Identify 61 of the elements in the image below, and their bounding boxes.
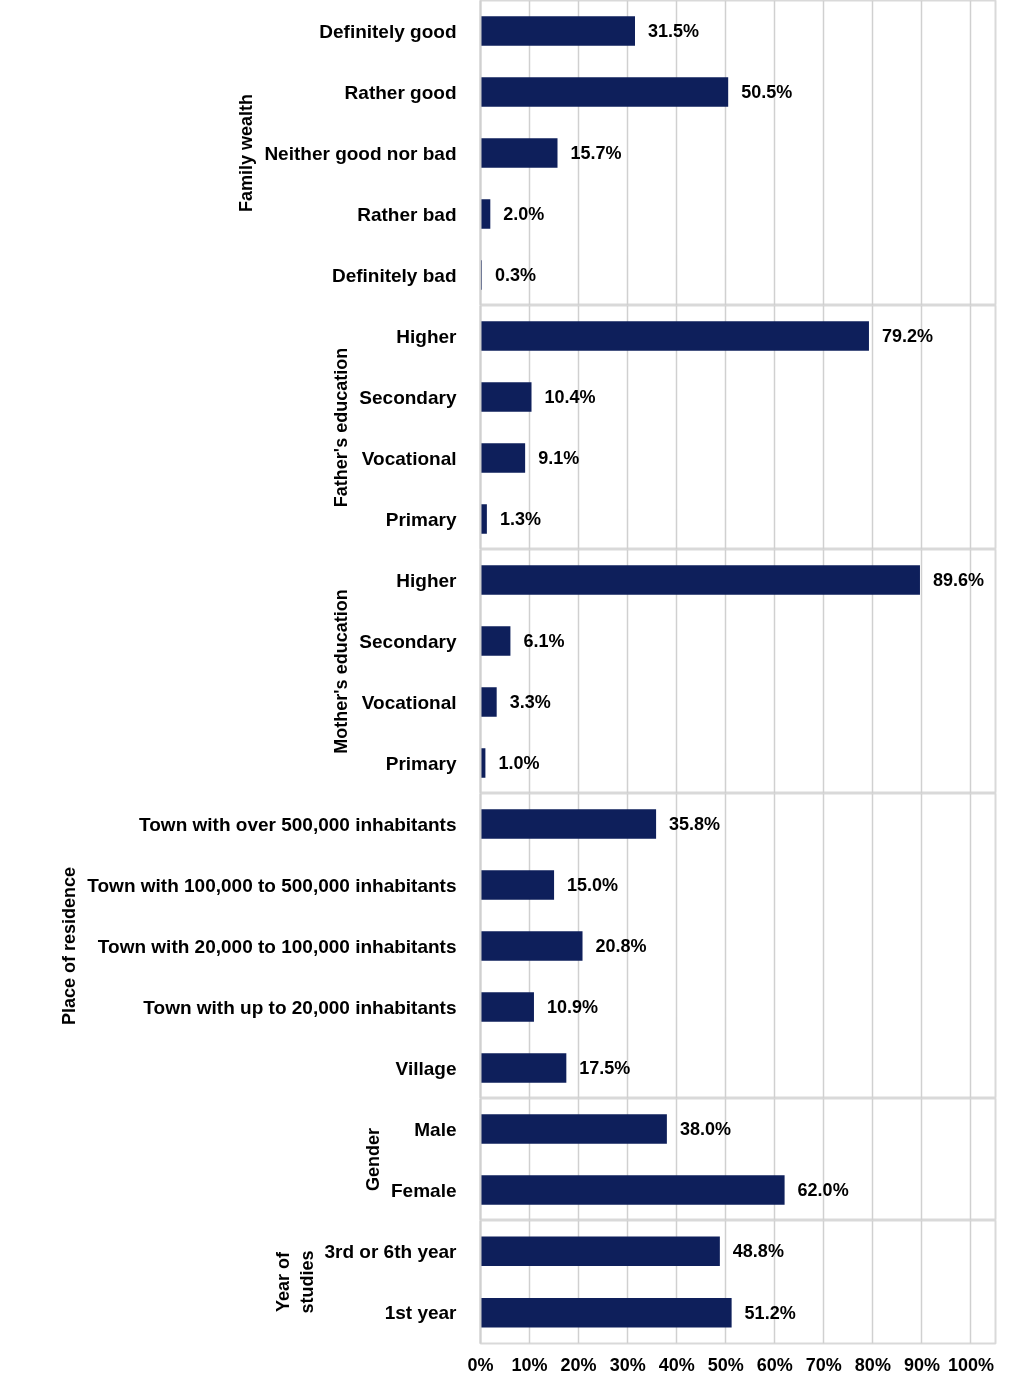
data-label: 15.7% [570,143,622,163]
data-label: 10.9% [546,997,599,1017]
y-tick-label: Definitely good [319,20,457,42]
y-tick-label: Secondary [359,630,457,652]
y-tick-label: Town with over 500,000 inhabitants [139,813,457,835]
x-tick-label: 60% [756,1354,793,1375]
y-tick-label: Town with 20,000 to 100,000 inhabitants [97,935,457,957]
x-tick-label: 20% [560,1354,597,1375]
y-tick-label: Definitely bad [331,264,457,286]
data-label: 50.5% [741,82,793,102]
y-tick-label: Village [395,1057,457,1079]
y-axis-title: Year of studies [272,1250,317,1314]
data-label: 2.0% [503,204,545,224]
y-tick-label: Secondary [359,386,457,408]
y-tick-label: 3rd or 6th year [324,1240,458,1262]
y-tick-label: Vocational [361,691,457,713]
x-tick-label: 80% [854,1354,891,1375]
data-label: 10.4% [544,387,596,407]
y-tick-label: Higher [396,325,458,347]
y-tick-label: Rather good [344,81,457,103]
data-label: 51.2% [744,1302,796,1323]
x-tick-label: 10% [511,1354,548,1375]
y-axis-title: Mother's education [331,589,352,754]
data-label: 0.3% [494,265,536,285]
x-tick-label: 30% [609,1354,646,1375]
y-axis-title: Gender [363,1127,384,1192]
y-tick-label: Town with up to 20,000 inhabitants [143,996,457,1018]
y-tick-label: 1st year [384,1302,458,1324]
x-tick-label: 90% [903,1354,940,1375]
x-tick-label: 70% [805,1354,842,1375]
y-axis-title: Father's education [331,347,352,508]
x-tick-label: 50% [707,1354,744,1375]
y-tick-label: Higher [396,569,458,591]
y-axis-title: Family wealth [236,93,257,213]
y-tick-label: Male [414,1118,457,1140]
y-axis-title: Place of residence [59,866,80,1026]
data-label: 9.1% [538,448,580,468]
data-label: 62.0% [797,1180,849,1200]
y-tick-label: Vocational [361,447,457,469]
data-label: 1.0% [498,753,540,773]
data-label: 17.5% [579,1058,631,1078]
y-tick-label: Town with 100,000 to 500,000 inhabitants [87,874,457,896]
data-label: 79.2% [881,326,933,346]
data-label: 35.8% [669,814,721,834]
data-label: 89.6% [932,570,985,590]
data-label: 48.8% [732,1241,784,1262]
data-label: 1.3% [499,509,541,529]
data-label: 20.8% [595,936,647,956]
y-tick-label: Rather bad [357,203,457,225]
data-label: 15.0% [567,875,619,895]
data-label: 6.1% [523,631,565,651]
y-tick-label: Female [391,1179,457,1201]
data-label: 38.0% [679,1119,731,1139]
y-tick-label: Primary [385,508,457,530]
data-label: 31.5% [648,21,700,41]
y-tick-label: Neither good nor bad [264,142,457,164]
x-tick-label: 0% [467,1354,494,1375]
data-label: 3.3% [509,692,551,712]
x-tick-label: 100% [947,1354,994,1375]
y-tick-label: Primary [385,752,457,774]
x-tick-label: 40% [658,1354,695,1375]
